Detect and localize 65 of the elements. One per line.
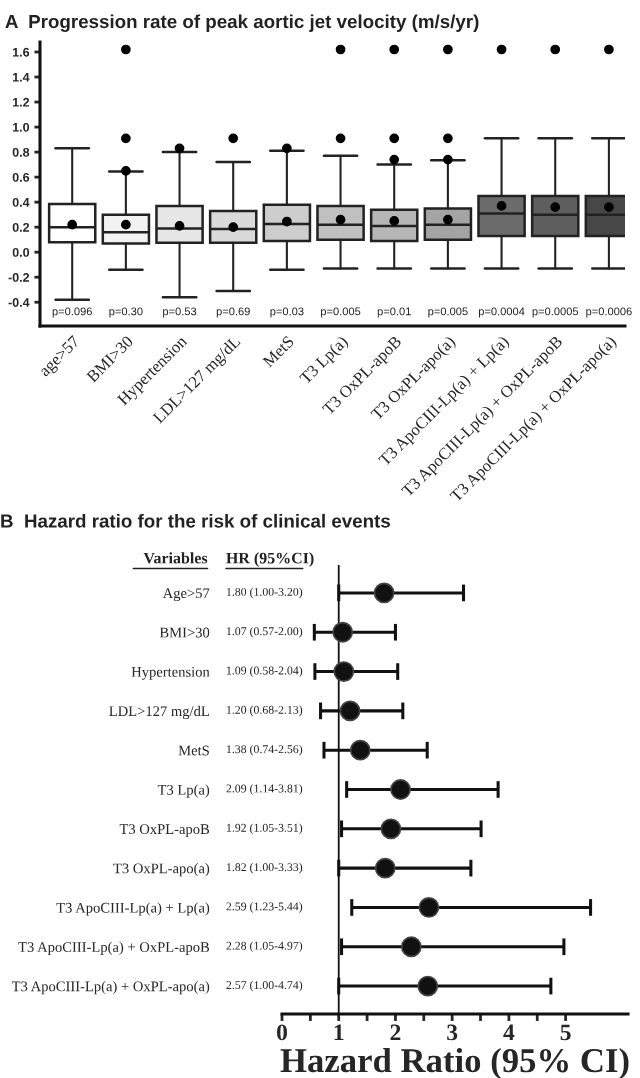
annotation: 1.80 (1.00-3.20)	[226, 587, 303, 599]
y-tick-label: T3 OxPL-apoB	[119, 824, 210, 837]
y-axis-title: Variables	[143, 552, 208, 564]
x-tick-label: 2	[390, 1024, 401, 1041]
y-tick-label: 0.4	[12, 197, 30, 207]
point	[374, 857, 396, 879]
annotation: 1.38 (0.74-2.56)	[226, 744, 303, 756]
point	[333, 661, 355, 682]
y-tick-label: -0.2	[8, 273, 30, 282]
annotation: 2.57 (1.00-4.74)	[226, 980, 303, 992]
point	[349, 739, 371, 761]
y-tick-label: -0.4	[8, 298, 30, 307]
annotation: p=0.0004	[478, 307, 525, 318]
x-tick-label: 3	[447, 1024, 458, 1041]
y-tick-label: Age>57	[162, 588, 210, 602]
annotation: 1.07 (0.57-2.00)	[226, 626, 303, 638]
annotation: p=0.005	[428, 307, 468, 318]
y-tick-label: 1.6	[13, 47, 30, 57]
y-tick-label: T3 ApoCIII-Lp(a) + Lp(a)	[56, 902, 210, 916]
y-tick-label: T3 Lp(a)	[157, 784, 210, 798]
annotation: p=0.0005	[532, 307, 579, 318]
chart-title: B Hazard ratio for the risk of clinical events	[1, 513, 390, 528]
y-tick-label: 1.0	[13, 122, 30, 132]
y-tick-label: 1.2	[13, 97, 30, 107]
y-tick-label: 0.8	[12, 147, 30, 157]
annotation: p=0.53	[163, 307, 197, 318]
y-tick-label: Hypertension	[131, 666, 210, 680]
chart-title: A Progression rate of peak aortic jet velocity (m/s/yr)	[5, 14, 479, 32]
point	[400, 936, 422, 958]
annotation: 1.09 (0.58-2.04)	[226, 666, 303, 677]
y-tick-label: 0.2	[12, 222, 30, 232]
x-tick-label: 0	[277, 1024, 287, 1041]
point	[339, 700, 361, 722]
annotation: p=0.03	[270, 307, 304, 318]
y-tick-label: T3 ApoCIII-Lp(a) + OxPL-apo(a)	[11, 981, 210, 995]
annotation: p=0.69	[216, 307, 250, 318]
y-tick-label: T3 ApoCIII-Lp(a) + OxPL-apoB	[18, 941, 210, 955]
y-tick-label: 0.0	[12, 247, 30, 257]
point	[380, 818, 402, 840]
point	[373, 582, 395, 604]
annotation: p=0.30	[109, 307, 143, 318]
annotation: HR (95%CI)	[226, 552, 314, 567]
annotation: 2.28 (1.05-4.97)	[226, 941, 303, 953]
annotation: 1.92 (1.05-3.51)	[226, 823, 303, 835]
annotation: 2.09 (1.14-3.81)	[226, 784, 303, 795]
annotation: p=0.0006	[586, 307, 632, 318]
annotation: p=0.005	[321, 307, 361, 318]
y-tick-label: T3 OxPL-apo(a)	[113, 863, 210, 877]
point	[332, 621, 354, 643]
point	[418, 897, 440, 918]
annotation: 1.20 (0.68-2.13)	[226, 705, 303, 717]
point	[417, 975, 439, 997]
y-tick-label: LDL>127 mg/dL	[109, 705, 209, 720]
point	[390, 779, 411, 800]
y-tick-label: BMI>30	[159, 627, 210, 638]
y-tick-label: 1.4	[13, 72, 30, 82]
annotation: 2.59 (1.23-5.44)	[226, 902, 303, 913]
y-tick-label: MetS	[178, 745, 209, 756]
annotation: p=0.01	[377, 307, 411, 318]
x-tick-label: 5	[560, 1024, 571, 1041]
annotation: 1.82 (1.00-3.33)	[226, 862, 303, 874]
annotation: p=0.096	[52, 307, 92, 318]
x-tick-label: 1	[334, 1024, 344, 1041]
y-tick-label: 0.6	[12, 172, 30, 182]
x-tick-label: 4	[503, 1024, 515, 1041]
